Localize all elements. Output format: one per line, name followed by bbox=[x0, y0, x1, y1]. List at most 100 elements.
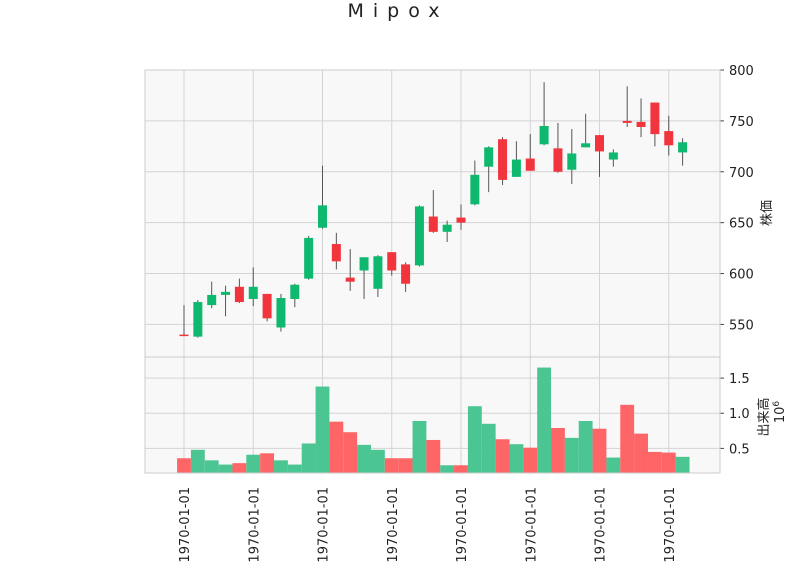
candle-body bbox=[304, 237, 314, 279]
candle-body bbox=[359, 257, 369, 271]
candle-body bbox=[581, 143, 591, 148]
x-tick-label: 1970-01-01 bbox=[594, 487, 609, 563]
candle-body bbox=[456, 217, 466, 223]
candle-body bbox=[179, 334, 189, 337]
candle-body bbox=[428, 216, 438, 232]
price-axis-label: 株価 bbox=[760, 200, 775, 226]
volume-bar bbox=[301, 443, 316, 473]
x-tick-label: 1970-01-01 bbox=[178, 487, 193, 563]
candle-body bbox=[664, 131, 674, 146]
candle-body bbox=[234, 286, 244, 303]
volume-tick-label: 1.5 bbox=[729, 372, 750, 387]
candle-body bbox=[567, 153, 577, 170]
candle-body bbox=[442, 224, 452, 232]
candle-body bbox=[221, 291, 231, 295]
volume-bar bbox=[647, 451, 662, 473]
volume-bar bbox=[384, 458, 399, 473]
x-tick-label: 1970-01-01 bbox=[247, 487, 262, 563]
candle-body bbox=[498, 139, 508, 180]
candle-body bbox=[387, 252, 397, 271]
x-tick-label: 1970-01-01 bbox=[663, 487, 678, 563]
volume-bar bbox=[551, 428, 565, 473]
candle-body bbox=[290, 284, 300, 299]
volume-bar bbox=[481, 423, 496, 473]
candle-body bbox=[262, 293, 272, 319]
volume-bar bbox=[634, 433, 648, 473]
volume-bar bbox=[454, 465, 468, 473]
price-tick-label: 700 bbox=[729, 166, 754, 181]
candle-body bbox=[636, 121, 646, 127]
x-tick-label: 1970-01-01 bbox=[455, 487, 470, 563]
volume-bar bbox=[578, 420, 593, 473]
candle-body bbox=[248, 286, 258, 299]
volume-bar bbox=[177, 458, 191, 473]
volume-bar bbox=[606, 457, 621, 473]
price-tick-label: 750 bbox=[729, 115, 754, 130]
volume-tick-label: 1.0 bbox=[729, 407, 750, 422]
volume-bar bbox=[370, 449, 385, 473]
price-tick-label: 650 bbox=[729, 217, 754, 232]
candle-body bbox=[553, 148, 563, 172]
volume-bar bbox=[398, 458, 413, 473]
price-tick-label: 550 bbox=[729, 318, 754, 333]
candle-body bbox=[345, 277, 355, 282]
candle-body bbox=[207, 294, 217, 306]
candle-body bbox=[622, 120, 632, 123]
candle-body bbox=[318, 205, 327, 228]
volume-bar bbox=[357, 444, 371, 473]
volume-scale-exponent: 6 bbox=[772, 401, 782, 407]
candle-body bbox=[608, 152, 618, 160]
price-tick-label: 600 bbox=[729, 268, 754, 283]
volume-bar bbox=[232, 463, 247, 473]
volume-bar bbox=[495, 439, 510, 473]
candle-body bbox=[414, 206, 424, 266]
volume-bar bbox=[218, 464, 233, 473]
volume-bar bbox=[343, 432, 358, 473]
volume-tick-label: 0.5 bbox=[729, 442, 750, 457]
candle-body bbox=[401, 264, 411, 284]
volume-bar bbox=[661, 452, 676, 473]
volume-bar bbox=[523, 447, 538, 473]
candle-body bbox=[276, 297, 286, 328]
candle-body bbox=[650, 102, 660, 135]
x-tick-label: 1970-01-01 bbox=[524, 487, 539, 563]
volume-bar bbox=[426, 439, 441, 473]
volume-bar bbox=[204, 460, 219, 473]
candle-body bbox=[484, 147, 494, 167]
volume-bar bbox=[509, 444, 524, 473]
candle-body bbox=[511, 159, 521, 177]
volume-panel-border bbox=[144, 356, 721, 474]
volume-bar bbox=[537, 367, 552, 473]
volume-bar bbox=[675, 456, 690, 473]
x-tick-label: 1970-01-01 bbox=[317, 487, 332, 563]
volume-bar bbox=[260, 453, 275, 473]
x-tick-label: 1970-01-01 bbox=[386, 487, 401, 563]
candle-body bbox=[525, 158, 535, 171]
candle-body bbox=[193, 302, 203, 337]
candle-body bbox=[595, 135, 604, 152]
candle-body bbox=[470, 174, 480, 205]
volume-bar bbox=[564, 437, 579, 473]
volume-bar bbox=[412, 420, 427, 473]
candle-body bbox=[331, 244, 341, 262]
volume-bar bbox=[287, 464, 302, 473]
volume-bar bbox=[440, 465, 455, 473]
volume-bar bbox=[467, 406, 482, 473]
volume-scale-label: 106 bbox=[772, 401, 788, 424]
volume-bar bbox=[274, 460, 288, 473]
candle-body bbox=[539, 125, 549, 145]
volume-axis-label: 出来高 bbox=[756, 397, 772, 436]
volume-bar bbox=[315, 386, 330, 473]
volume-bar bbox=[190, 449, 205, 473]
volume-bar bbox=[592, 428, 607, 473]
candle-body bbox=[373, 256, 383, 289]
volume-bar bbox=[246, 454, 261, 473]
chart-title: Mipox bbox=[347, 0, 448, 22]
price-panel-background bbox=[145, 70, 720, 357]
volume-bar bbox=[620, 404, 635, 473]
volume-bar bbox=[329, 421, 344, 473]
candle-body bbox=[678, 142, 688, 153]
price-tick-label: 800 bbox=[729, 64, 754, 79]
